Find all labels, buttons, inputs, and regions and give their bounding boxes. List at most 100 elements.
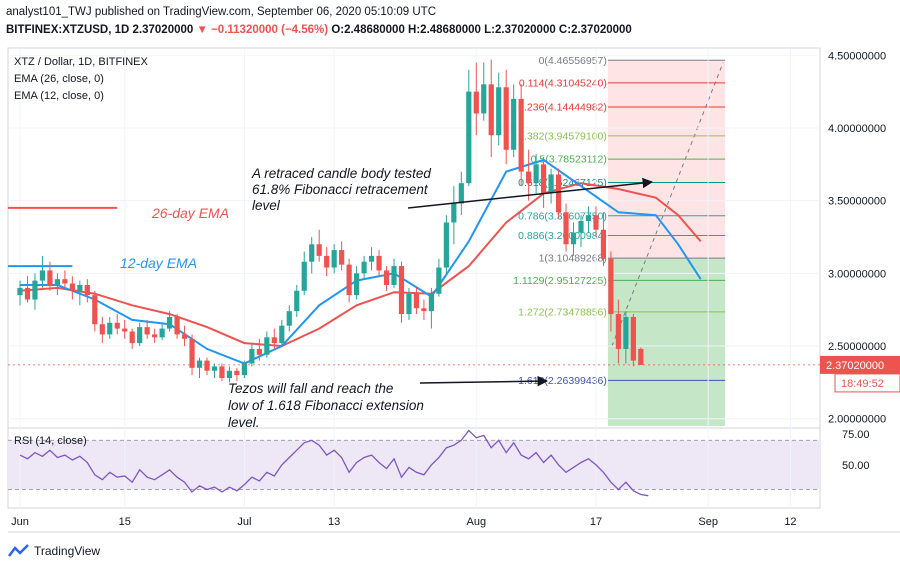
candle[interactable] [167, 311, 173, 332]
rsi-line[interactable] [19, 429, 649, 497]
candle[interactable] [189, 334, 195, 376]
candle[interactable] [122, 319, 128, 339]
candle[interactable] [339, 241, 345, 271]
candle[interactable] [279, 319, 285, 347]
candle[interactable] [354, 266, 360, 300]
candle[interactable] [226, 366, 233, 383]
ema12-line[interactable] [20, 158, 702, 365]
candle[interactable] [114, 314, 120, 335]
candle[interactable] [159, 324, 165, 341]
candle[interactable] [24, 276, 31, 303]
candle[interactable] [548, 168, 554, 204]
candle[interactable] [413, 287, 420, 315]
candle[interactable] [294, 284, 300, 317]
candle[interactable] [17, 280, 23, 306]
candle[interactable] [533, 154, 539, 194]
candle[interactable] [615, 299, 621, 364]
candle[interactable] [600, 212, 607, 267]
candle[interactable] [301, 251, 307, 296]
candle-body [421, 308, 427, 312]
candle[interactable] [84, 279, 90, 303]
candle[interactable] [107, 316, 113, 339]
candle[interactable] [324, 247, 330, 277]
candle[interactable] [144, 319, 150, 339]
candle[interactable] [511, 84, 517, 158]
candle[interactable] [443, 215, 449, 274]
candle[interactable] [376, 250, 382, 277]
candle[interactable] [196, 357, 203, 379]
candle[interactable] [92, 290, 98, 332]
candle-body [32, 280, 38, 300]
candle[interactable] [219, 363, 225, 381]
candle[interactable] [181, 325, 188, 347]
candle[interactable] [398, 261, 405, 323]
candle[interactable] [309, 237, 315, 274]
candle[interactable] [234, 367, 240, 381]
fall-annotation-line: low of 1.618 Fibonacci extension [228, 398, 424, 413]
candle[interactable] [271, 328, 277, 349]
rsi-legend[interactable]: RSI (14, close) [14, 435, 87, 447]
candle[interactable] [421, 299, 427, 320]
candle[interactable] [585, 206, 592, 233]
candle[interactable] [316, 229, 322, 262]
candle[interactable] [496, 72, 502, 146]
candle[interactable] [623, 311, 629, 364]
candle[interactable] [129, 328, 135, 349]
candle[interactable] [563, 203, 569, 252]
candle[interactable] [458, 171, 464, 216]
x-tick-label: Sep [698, 516, 718, 528]
candle[interactable] [406, 287, 412, 320]
candle[interactable] [331, 244, 337, 274]
candle[interactable] [54, 273, 60, 296]
candle[interactable] [518, 84, 524, 187]
candle[interactable] [608, 251, 614, 332]
candle[interactable] [241, 360, 247, 379]
candle[interactable] [39, 255, 46, 288]
candle[interactable] [578, 215, 584, 248]
candle[interactable] [383, 266, 390, 291]
candle[interactable] [466, 69, 472, 187]
candle[interactable] [368, 247, 375, 271]
candle[interactable] [204, 357, 210, 376]
candle-body [578, 221, 584, 233]
candle[interactable] [152, 328, 158, 344]
candle[interactable] [62, 270, 68, 288]
candle[interactable] [488, 59, 494, 158]
candle[interactable] [77, 280, 83, 306]
candle[interactable] [69, 276, 75, 300]
symbol-label[interactable]: BITFINEX:XTZUSD, 1D [6, 24, 130, 36]
candle[interactable] [99, 316, 105, 344]
candle[interactable] [137, 322, 143, 347]
ema12-legend[interactable]: EMA (12, close, 0) [14, 90, 104, 102]
candle[interactable] [555, 168, 562, 219]
candle[interactable] [32, 273, 38, 310]
ema26-legend[interactable]: EMA (26, close, 0) [14, 73, 104, 85]
candle[interactable] [570, 222, 577, 256]
candle[interactable] [481, 62, 487, 121]
candle[interactable] [211, 363, 218, 379]
candle[interactable] [638, 347, 644, 365]
candle[interactable] [391, 258, 397, 288]
candle[interactable] [174, 314, 180, 339]
candle[interactable] [541, 157, 547, 208]
candle[interactable] [451, 186, 457, 245]
candle[interactable] [47, 261, 53, 291]
tradingview-logo[interactable]: TradingView [8, 544, 100, 558]
candle[interactable] [256, 338, 262, 361]
candle[interactable] [473, 62, 479, 136]
candle[interactable] [286, 305, 292, 332]
candle[interactable] [346, 258, 352, 303]
fib-level-label: 0.382(3.94579100) [518, 130, 607, 142]
candle[interactable] [436, 258, 442, 297]
candle[interactable] [249, 343, 255, 367]
candle[interactable] [361, 255, 367, 280]
fall-annotation-line: Tezos will fall and reach the [228, 381, 393, 396]
candle[interactable] [593, 206, 599, 237]
candle[interactable] [428, 287, 434, 329]
candle[interactable] [264, 331, 270, 358]
candle[interactable] [630, 314, 636, 367]
candle[interactable] [503, 69, 509, 165]
ema26-line[interactable] [19, 182, 702, 348]
candle[interactable] [526, 149, 532, 201]
